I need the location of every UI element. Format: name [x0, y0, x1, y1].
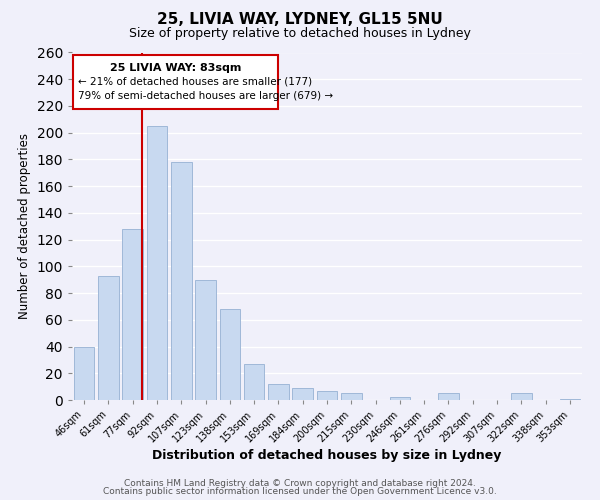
Text: 25, LIVIA WAY, LYDNEY, GL15 5NU: 25, LIVIA WAY, LYDNEY, GL15 5NU [157, 12, 443, 28]
Bar [268, 384, 289, 400]
Bar [171, 162, 191, 400]
Bar [74, 346, 94, 400]
Bar [195, 280, 216, 400]
Bar [292, 388, 313, 400]
Text: Contains HM Land Registry data © Crown copyright and database right 2024.: Contains HM Land Registry data © Crown c… [124, 478, 476, 488]
Bar [98, 276, 119, 400]
Text: Size of property relative to detached houses in Lydney: Size of property relative to detached ho… [129, 28, 471, 40]
Bar [511, 394, 532, 400]
Text: 25 LIVIA WAY: 83sqm: 25 LIVIA WAY: 83sqm [110, 63, 242, 73]
Text: Contains public sector information licensed under the Open Government Licence v3: Contains public sector information licen… [103, 487, 497, 496]
Bar [220, 309, 240, 400]
Text: 79% of semi-detached houses are larger (679) →: 79% of semi-detached houses are larger (… [78, 92, 333, 102]
Bar [438, 394, 459, 400]
Bar [341, 394, 362, 400]
Bar [560, 398, 580, 400]
Bar [389, 398, 410, 400]
Text: ← 21% of detached houses are smaller (177): ← 21% of detached houses are smaller (17… [78, 76, 312, 86]
Bar [122, 229, 143, 400]
Y-axis label: Number of detached properties: Number of detached properties [18, 133, 31, 320]
X-axis label: Distribution of detached houses by size in Lydney: Distribution of detached houses by size … [152, 450, 502, 462]
Bar [146, 126, 167, 400]
FancyBboxPatch shape [73, 55, 278, 108]
Bar [244, 364, 265, 400]
Bar [317, 390, 337, 400]
